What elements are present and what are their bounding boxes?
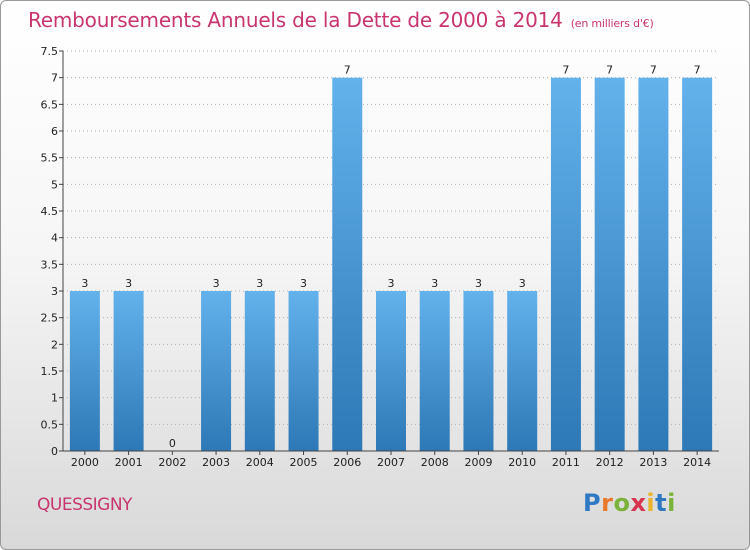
- y-tick-label-12: 6: [51, 125, 58, 138]
- x-tick-label-2013: 2013: [639, 456, 667, 469]
- commune-name: QUESSIGNY: [37, 495, 132, 515]
- value-label-2003: 3: [213, 277, 220, 290]
- value-label-2007: 3: [388, 277, 395, 290]
- title-text: Remboursements Annuels de la Dette de 20…: [28, 8, 563, 32]
- x-tick-label-2005: 2005: [290, 456, 318, 469]
- bar-2000: [69, 291, 100, 451]
- chart-title: Remboursements Annuels de la Dette de 20…: [28, 8, 654, 32]
- value-label-2012: 7: [606, 64, 613, 77]
- x-tick-label-2010: 2010: [508, 456, 536, 469]
- value-label-2013: 7: [650, 64, 657, 77]
- value-label-2010: 3: [519, 277, 526, 290]
- y-tick-label-1: 0.5: [41, 418, 59, 431]
- y-tick-label-6: 3: [51, 285, 58, 298]
- y-tick-label-7: 3.5: [41, 258, 59, 271]
- logo-letter: i: [646, 489, 656, 517]
- y-tick-label-0: 0: [51, 445, 58, 458]
- x-tick-label-2003: 2003: [202, 456, 230, 469]
- x-tick-label-2008: 2008: [421, 456, 449, 469]
- value-label-2009: 3: [475, 277, 482, 290]
- proxiti-logo: Proxiti: [583, 489, 676, 517]
- y-tick-label-3: 1.5: [41, 365, 59, 378]
- logo-letter: r: [601, 489, 614, 517]
- x-tick-label-2007: 2007: [377, 456, 405, 469]
- value-label-2000: 3: [81, 277, 88, 290]
- x-tick-label-2009: 2009: [464, 456, 492, 469]
- bar-2007: [376, 291, 406, 451]
- logo-letter: t: [655, 489, 668, 517]
- logo-letter: x: [630, 489, 647, 517]
- bar-2004: [244, 291, 275, 451]
- y-tick-label-10: 5: [51, 178, 58, 191]
- logo-letter: i: [667, 489, 676, 517]
- bar-2006: [332, 77, 363, 452]
- y-tick-label-9: 4.5: [41, 205, 59, 218]
- value-label-2004: 3: [256, 277, 263, 290]
- x-tick-label-2001: 2001: [115, 456, 143, 469]
- value-label-2011: 7: [562, 64, 569, 77]
- value-label-2008: 3: [431, 277, 438, 290]
- bar-2001: [113, 291, 144, 451]
- logo-letter: o: [613, 489, 631, 517]
- value-label-2006: 7: [344, 64, 351, 77]
- x-tick-label-2006: 2006: [333, 456, 361, 469]
- x-tick-label-2014: 2014: [683, 456, 711, 469]
- unit-subtitle: (en milliers d'€): [570, 17, 654, 30]
- y-tick-label-4: 2: [51, 338, 58, 351]
- bar-2003: [201, 291, 232, 451]
- y-tick-label-14: 7: [51, 72, 58, 85]
- y-tick-label-5: 2.5: [41, 312, 59, 325]
- x-tick-label-2002: 2002: [158, 456, 186, 469]
- logo-letter: P: [583, 489, 602, 517]
- bar-2005: [288, 291, 319, 451]
- bar-2013: [638, 77, 669, 452]
- bar-2010: [507, 291, 538, 451]
- value-label-2001: 3: [125, 277, 132, 290]
- bar-2014: [682, 77, 713, 452]
- y-tick-label-15: 7.5: [41, 45, 59, 58]
- bar-2011: [550, 77, 581, 452]
- x-tick-label-2011: 2011: [552, 456, 580, 469]
- x-tick-label-2004: 2004: [246, 456, 274, 469]
- value-label-2014: 7: [694, 64, 701, 77]
- bar-2012: [594, 77, 625, 452]
- x-tick-label-2000: 2000: [71, 456, 99, 469]
- y-tick-label-13: 6.5: [41, 98, 59, 111]
- y-tick-label-8: 4: [51, 232, 58, 245]
- value-label-2005: 3: [300, 277, 307, 290]
- y-tick-label-2: 1: [51, 392, 58, 405]
- x-tick-label-2012: 2012: [596, 456, 624, 469]
- bar-2008: [419, 291, 450, 451]
- y-tick-label-11: 5.5: [41, 152, 59, 165]
- bar-2009: [463, 291, 494, 451]
- value-label-2002: 0: [169, 437, 176, 450]
